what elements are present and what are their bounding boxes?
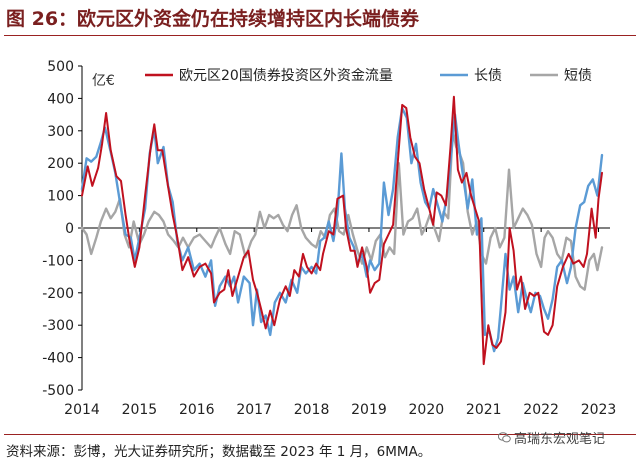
title-divider [4, 35, 636, 36]
chart-lines [80, 95, 604, 366]
watermark-label: 高瑞东宏观笔记 [514, 432, 606, 447]
y-tick-label: 400 [47, 91, 74, 107]
series-line-2 [80, 129, 604, 291]
chart-legend: 欧元区20国债券投资区外资金流量 长债 短债 [145, 68, 592, 84]
y-tick-label: -500 [42, 383, 74, 399]
series-line-1 [80, 106, 604, 353]
x-tick-label: 2021 [466, 402, 502, 418]
y-tick-label: -200 [42, 286, 74, 302]
x-tick-label: 2023 [581, 402, 617, 418]
line-chart: -500 -400 -300 -200 -100 0 100 200 300 400 500 2014… [42, 59, 616, 418]
wechat-icon [498, 432, 511, 443]
y-tick-label: -300 [42, 318, 74, 334]
legend-label-1: 长债 [474, 68, 502, 84]
y-tick-label: 100 [47, 189, 74, 205]
footer-divider [4, 434, 636, 435]
x-tick-label: 2020 [409, 402, 445, 418]
x-tick-label: 2017 [236, 402, 272, 418]
x-tick-label: 2014 [64, 402, 100, 418]
x-tick-label: 2016 [179, 402, 215, 418]
legend-label-0: 欧元区20国债券投资区外资金流量 [179, 68, 393, 84]
watermark: 高瑞东宏观笔记 [498, 428, 605, 447]
series-line-0 [81, 95, 603, 366]
chart-axes: -500 -400 -300 -200 -100 0 100 200 300 400 500 2014… [42, 59, 616, 418]
x-tick-label: 2018 [294, 402, 330, 418]
x-tick-label: 2015 [122, 402, 158, 418]
unit-label: 亿€ [92, 73, 115, 89]
y-tick-label: 300 [47, 124, 74, 140]
x-tick-label: 2019 [351, 402, 387, 418]
y-tick-label: 0 [65, 221, 74, 237]
y-tick-label: 200 [47, 156, 74, 172]
y-tick-label: -400 [42, 351, 74, 367]
legend-label-2: 短债 [564, 68, 592, 84]
x-tick-label: 2022 [523, 402, 559, 418]
y-tick-label: -100 [42, 253, 74, 269]
page-title: 图 26：欧元区外资金仍在持续增持区内长端债券 [6, 8, 420, 30]
source-note: 资料来源：彭博，光大证券研究所；数据截至 2023 年 1 月，6MMA。 [6, 444, 432, 460]
y-tick-label: 500 [47, 59, 74, 75]
